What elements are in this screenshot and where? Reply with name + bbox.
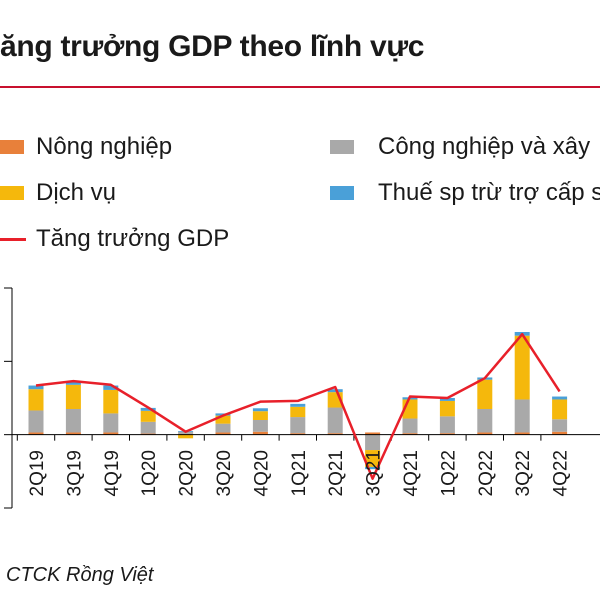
x-tick-label: 3Q19: [64, 450, 85, 496]
bar-segment: [215, 432, 231, 435]
bar-segment: [28, 432, 44, 435]
x-tick-label: 1Q21: [289, 450, 310, 496]
legend-swatch-cong-nghiep: [330, 140, 354, 154]
bar-segment: [402, 433, 418, 435]
bar-segment: [103, 389, 119, 414]
bar-segment: [552, 431, 568, 435]
x-tick-label: 1Q20: [139, 450, 160, 496]
bar-segment: [140, 433, 156, 435]
bar-segment: [252, 420, 268, 432]
x-tick-label: 2Q20: [177, 450, 198, 496]
bar-segment: [365, 450, 381, 467]
bar-segment: [252, 411, 268, 420]
legend-swatch-nong-nghiep: [0, 140, 24, 154]
bar-segment: [140, 421, 156, 434]
legend-label-dich-vu: Dịch vụ: [36, 179, 117, 206]
bar-segment: [178, 434, 194, 439]
x-tick-label: 4Q19: [102, 450, 123, 496]
chart-title: ăng trưởng GDP theo lĩnh vực: [0, 30, 425, 63]
bar-segment: [290, 403, 306, 407]
bar-segment: [215, 415, 231, 424]
legend-swatch-thue: [330, 186, 354, 200]
legend-label-thue: Thuế sp trừ trợ cấp s: [378, 179, 600, 206]
bar-segment: [215, 423, 231, 433]
x-tick-label: 1Q22: [438, 450, 459, 496]
legend-label-cong-nghiep: Công nghiệp và xây: [378, 133, 591, 160]
bar-segment: [140, 407, 156, 411]
bar-segment: [65, 432, 81, 435]
source-note: CTCK Rồng Việt: [6, 564, 154, 586]
bar-segment: [327, 389, 343, 393]
bar-segment: [439, 416, 455, 434]
bar-segment: [252, 431, 268, 435]
bar-segment: [65, 381, 81, 385]
bar-segment: [28, 410, 44, 433]
legend-label-nong-nghiep: Nông nghiệp: [36, 133, 173, 160]
x-tick-label: 2Q21: [326, 450, 347, 496]
legend-swatch-gdp: [0, 238, 26, 241]
bar-segment: [290, 433, 306, 435]
bar-segment: [552, 396, 568, 400]
bar-segment: [327, 407, 343, 434]
bar-segment: [402, 418, 418, 434]
bar-segment: [552, 419, 568, 432]
legend-swatch-dich-vu: [0, 186, 24, 200]
bar-segment: [514, 399, 530, 433]
gdp-sector-chart: 2Q19 3Q19 4Q19 1Q20 2Q20 3Q20 4Q20 1Q21 2Q21 3Q21…: [4, 287, 600, 509]
x-tick-label: 4Q21: [401, 450, 422, 496]
bar-segment: [514, 335, 530, 400]
bar-segment: [477, 379, 493, 409]
bar-segment: [28, 389, 44, 411]
bar-segment: [290, 406, 306, 418]
bar-segment: [103, 413, 119, 433]
bar-segment: [103, 385, 119, 390]
bar-segment: [252, 408, 268, 412]
bar-segment: [290, 417, 306, 434]
bar-segment: [327, 433, 343, 435]
bar-segment: [439, 400, 455, 417]
bar-segment: [439, 398, 455, 401]
bar-segment: [365, 432, 381, 435]
x-tick-label: 3Q21: [364, 450, 385, 496]
bar-segment: [103, 432, 119, 435]
bar-segment: [65, 384, 81, 409]
bar-segment: [365, 434, 381, 451]
x-tick-label: 3Q22: [513, 450, 534, 496]
bar-segment: [552, 399, 568, 420]
bar-segment: [477, 432, 493, 435]
x-tick-label: 2Q19: [27, 450, 48, 496]
x-tick-label: 2Q22: [476, 450, 497, 496]
title-divider: [0, 86, 600, 88]
gdp-growth-line: [35, 332, 561, 480]
bar-segment: [28, 385, 44, 390]
bar-segment: [140, 410, 156, 422]
bar-segment: [365, 466, 381, 470]
bar-segment: [439, 433, 455, 435]
x-tick-label: 3Q20: [214, 450, 235, 496]
x-tick-label: 4Q20: [251, 450, 272, 496]
bar-segment: [65, 409, 81, 433]
bar-segment: [514, 432, 530, 435]
legend-label-gdp: Tăng trưởng GDP: [36, 225, 230, 252]
x-tick-label: 4Q22: [551, 450, 572, 496]
bar-segment: [477, 409, 493, 433]
